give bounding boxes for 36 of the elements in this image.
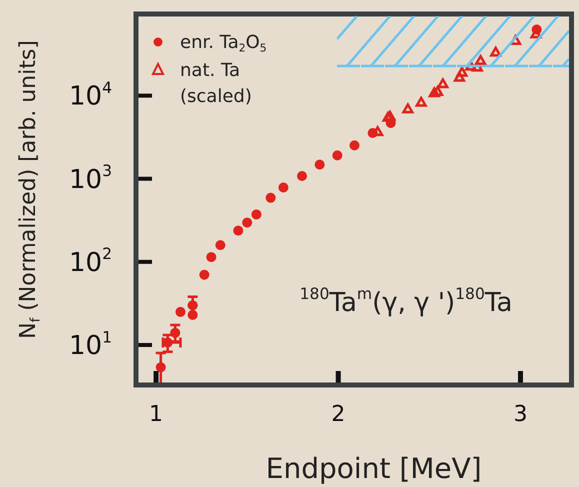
point (251, 209, 262, 220)
point (510, 35, 522, 46)
point (474, 55, 486, 66)
point (199, 270, 210, 280)
point (332, 150, 342, 160)
x-tick-label: 1 (149, 402, 164, 427)
point (242, 218, 252, 228)
point (402, 103, 414, 114)
point (532, 24, 542, 35)
point (175, 306, 186, 317)
point (215, 240, 226, 250)
point (368, 128, 378, 138)
point (314, 160, 325, 170)
point (432, 86, 444, 96)
point (162, 338, 173, 348)
legend-label: nat. Ta (scaled) (180, 60, 252, 107)
point (349, 140, 360, 150)
point (428, 87, 440, 98)
point (266, 192, 276, 203)
point (454, 72, 466, 82)
x-tick-label: 3 (513, 402, 528, 427)
x-axis-title: Endpoint [MeV] (266, 452, 482, 485)
point (456, 66, 468, 77)
point (490, 46, 502, 57)
point (297, 170, 307, 181)
point (416, 96, 427, 107)
point (278, 182, 288, 192)
point (156, 362, 166, 372)
point (188, 310, 198, 320)
point (206, 252, 216, 262)
x-tick-label: 2 (331, 402, 346, 427)
point (233, 226, 244, 236)
point (188, 300, 198, 310)
y-axis-title: Nf (Normalized) [arb. units] (16, 40, 44, 339)
point (386, 118, 396, 128)
point (437, 78, 448, 88)
